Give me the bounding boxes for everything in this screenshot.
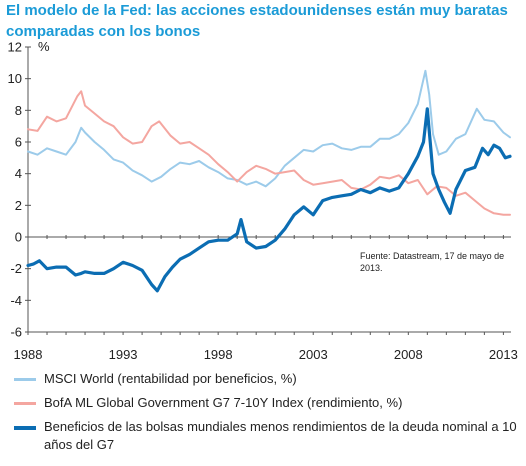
y-tick-label: 2 bbox=[15, 198, 22, 213]
x-tick-label: 2013 bbox=[489, 347, 518, 362]
y-tick-label: -4 bbox=[10, 293, 22, 308]
axes-layer: -6 -4 -2 0 2 4 6 8 10 12 1988 1993 1998 2003 2008 2013 bbox=[8, 40, 518, 363]
series-layer bbox=[26, 69, 512, 293]
y-tick-label: 6 bbox=[15, 135, 22, 150]
y-tick-label: 10 bbox=[8, 71, 22, 86]
y-tick-label: -2 bbox=[10, 261, 22, 276]
legend-label-bofa: BofA ML Global Government G7 7-10Y Index… bbox=[44, 395, 403, 410]
y-tick-label: 4 bbox=[15, 166, 22, 181]
y-tick-label: 8 bbox=[15, 103, 22, 118]
legend: MSCI World (rentabilidad por beneficios,… bbox=[14, 370, 519, 460]
legend-item-msci: MSCI World (rentabilidad por beneficios,… bbox=[14, 370, 519, 388]
legend-item-spread: Beneficios de las bolsas mundiales menos… bbox=[14, 418, 519, 454]
legend-swatch-spread bbox=[14, 426, 36, 430]
series-line-spread bbox=[26, 107, 512, 293]
legend-swatch-msci bbox=[14, 378, 36, 381]
x-tick-label: 2003 bbox=[299, 347, 328, 362]
x-tick-label: 1988 bbox=[14, 347, 43, 362]
y-tick-label: 0 bbox=[15, 230, 22, 245]
chart-title: El modelo de la Fed: las acciones estado… bbox=[6, 2, 508, 40]
legend-swatch-bofa bbox=[14, 402, 36, 405]
source-note: Fuente: Datastream, 17 de mayo de 2013. bbox=[360, 251, 505, 273]
x-tick-label: 2008 bbox=[394, 347, 423, 362]
series-line-msci bbox=[27, 69, 511, 188]
y-tick-label: 12 bbox=[8, 40, 22, 55]
x-tick-label: 1998 bbox=[204, 347, 233, 362]
legend-item-bofa: BofA ML Global Government G7 7-10Y Index… bbox=[14, 394, 519, 412]
y-tick-label: -6 bbox=[10, 325, 22, 340]
y-axis-unit: % bbox=[38, 39, 50, 54]
x-tick-label: 1993 bbox=[109, 347, 138, 362]
legend-label-spread: Beneficios de las bolsas mundiales menos… bbox=[44, 419, 517, 452]
series-line-bofa bbox=[27, 90, 511, 216]
legend-label-msci: MSCI World (rentabilidad por beneficios,… bbox=[44, 371, 297, 386]
